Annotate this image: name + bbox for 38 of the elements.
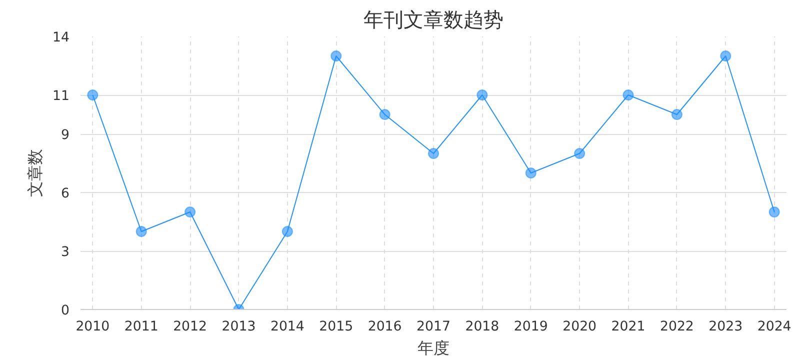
point [671,109,682,120]
y-tick-label: 9 [61,128,70,143]
y-tick-label: 0 [61,304,70,318]
point [87,90,98,100]
point [136,226,147,237]
point [768,206,780,218]
x-tick-label: 2010 [76,320,110,334]
x-tick-label: 2017 [416,320,450,334]
point [476,90,488,100]
x-tick-label: 2014 [270,320,304,334]
x-tick-label: 2018 [465,320,500,334]
x-tick-label: 2011 [124,320,158,334]
point [184,206,196,218]
x-tick-label: 2024 [757,320,792,334]
point [379,109,390,120]
point [330,50,342,62]
point [574,148,586,159]
x-tick-label: 2019 [514,320,548,334]
x-tick-label: 2012 [173,320,208,334]
y-tick-label: 11 [52,89,70,104]
y-tick-label: 6 [61,186,70,202]
y-axis-title: 文章数 [26,149,45,197]
x-tick-label: 2016 [368,320,402,334]
chart-title: 年刊文章数趋势 [364,8,504,32]
x-tick-label: 2020 [562,320,597,334]
y-tick-label: 3 [61,245,70,260]
point [525,168,536,178]
y-tick-label: 14 [52,30,70,46]
point [428,148,439,159]
point [282,226,293,237]
point [622,90,634,100]
x-tick-label: 2013 [222,320,256,334]
x-tick-label: 2015 [319,320,354,334]
x-axis-title: 年度 [418,338,450,358]
x-tick-label: 2022 [660,320,694,334]
point [720,50,732,62]
x-tick-label: 2023 [708,320,743,334]
x-tick-label: 2021 [611,320,646,334]
